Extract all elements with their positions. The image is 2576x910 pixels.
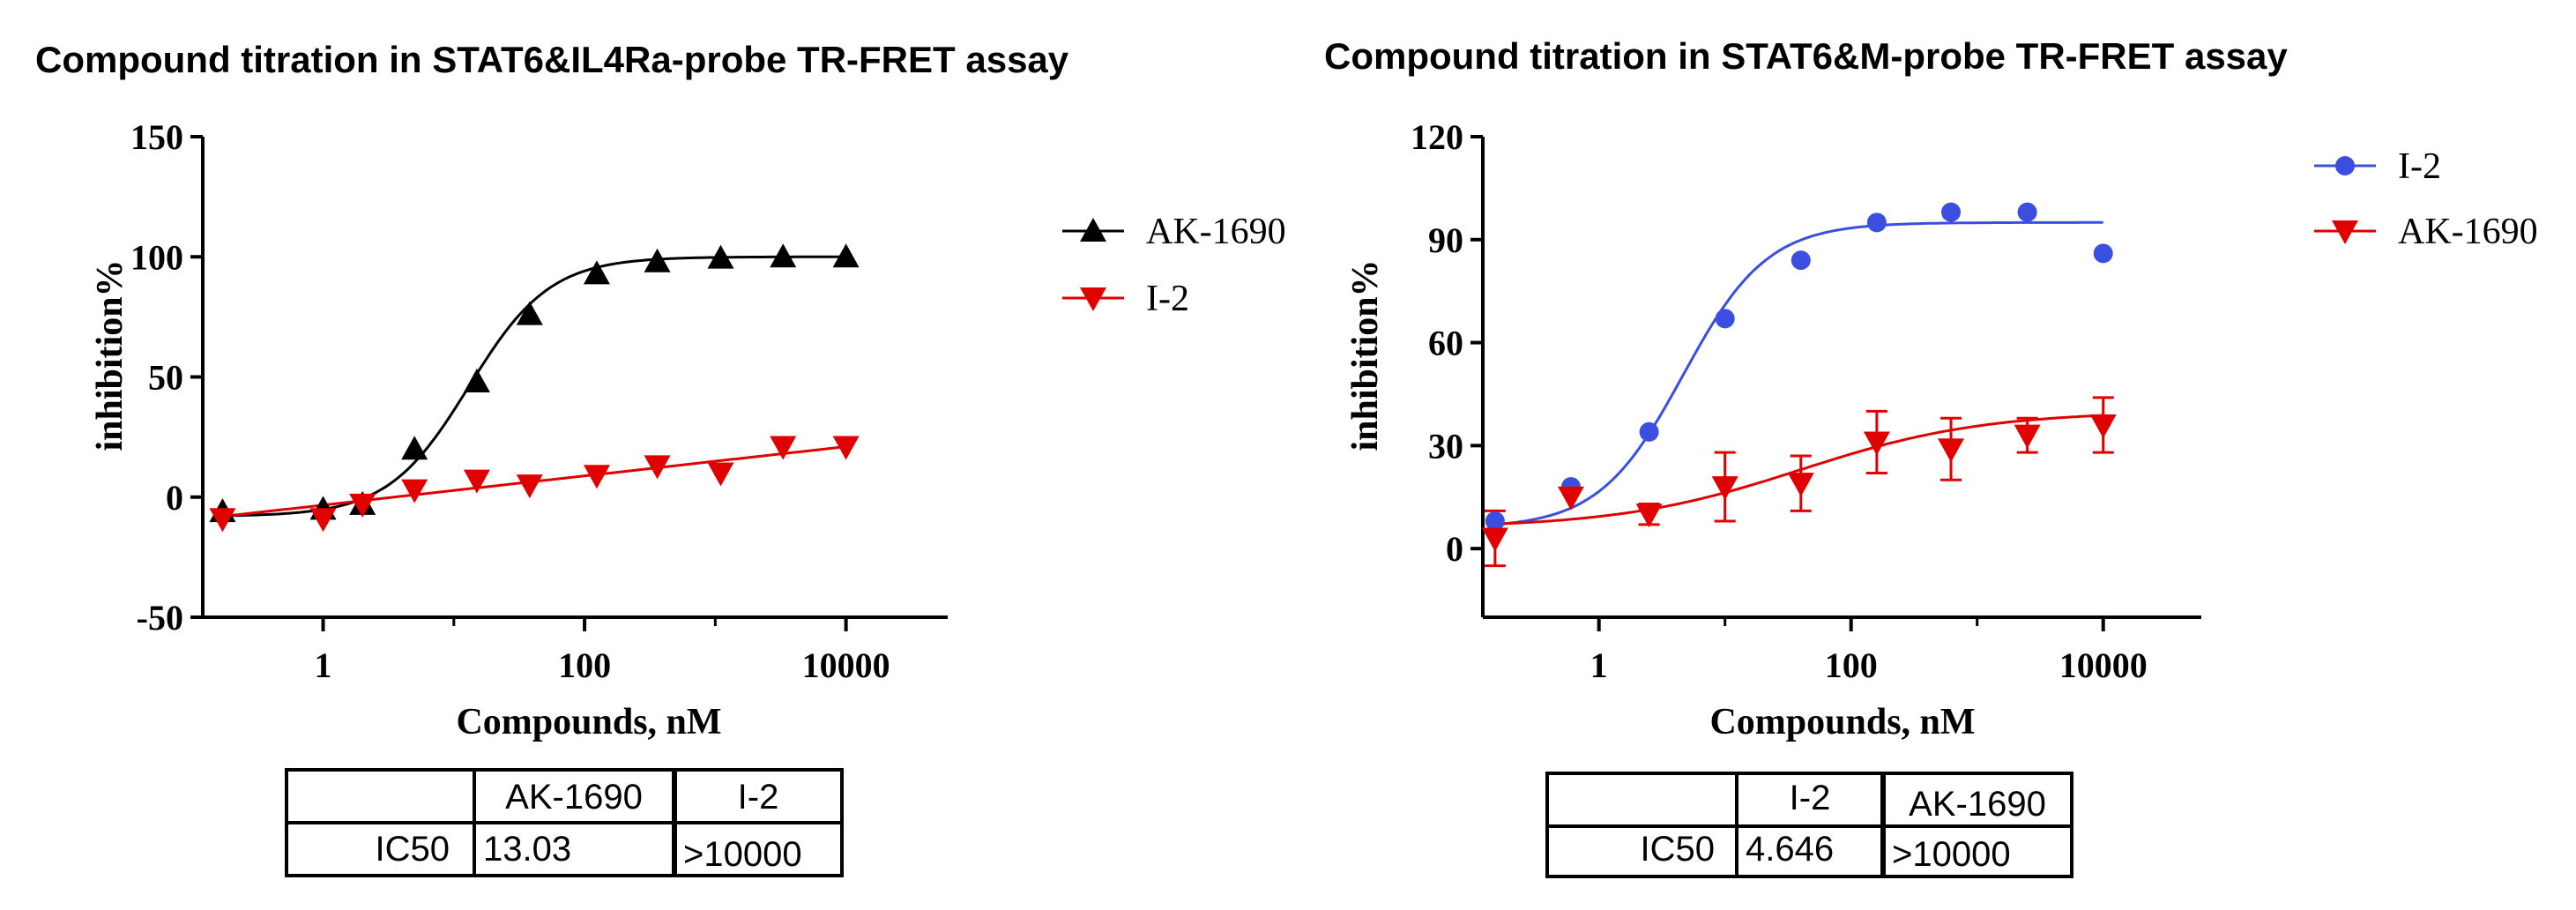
data-point bbox=[644, 455, 671, 480]
data-point bbox=[2093, 243, 2113, 264]
data-point bbox=[770, 436, 797, 460]
data-point bbox=[401, 436, 428, 460]
data-point bbox=[1639, 421, 1659, 442]
x-tick-label: 1 bbox=[1590, 645, 1608, 685]
data-point bbox=[1866, 213, 1887, 233]
axes bbox=[190, 135, 948, 631]
fit-curve-I-2 bbox=[1494, 220, 2103, 526]
data-point bbox=[1481, 527, 1508, 552]
data-point bbox=[583, 465, 610, 489]
data-point bbox=[707, 462, 734, 487]
table-header-cell: I-2 bbox=[1790, 779, 1831, 817]
y-tick-label: 100 bbox=[130, 237, 183, 277]
error-bars bbox=[1484, 396, 2114, 568]
data-point bbox=[1863, 431, 1890, 456]
data-points bbox=[209, 243, 860, 533]
table-header-cell: I-2 bbox=[738, 778, 779, 817]
table-row-label: IC50 bbox=[376, 830, 450, 869]
table-header-cell: AK-1690 bbox=[505, 778, 643, 817]
data-point bbox=[644, 248, 671, 272]
x-tick-labels: 1 100 10000 bbox=[1590, 645, 2148, 685]
data-point bbox=[516, 474, 543, 499]
legend-marker bbox=[1080, 218, 1106, 242]
y-tick-label: 150 bbox=[130, 117, 183, 157]
data-point bbox=[1635, 503, 1663, 528]
x-tick-label: 100 bbox=[1825, 645, 1878, 685]
data-point bbox=[349, 493, 376, 518]
table-cell: >10000 bbox=[683, 835, 802, 874]
data-point bbox=[309, 508, 337, 533]
y-axis-label: inhibition% bbox=[1345, 259, 1386, 451]
legend-label: AK-1690 bbox=[1146, 212, 1286, 252]
legend-marker bbox=[2332, 220, 2358, 244]
data-point bbox=[1787, 473, 1814, 497]
data-point bbox=[2017, 202, 2037, 222]
data-point bbox=[1938, 438, 1965, 463]
data-point bbox=[832, 436, 860, 460]
table-row-label: IC50 bbox=[1641, 830, 1716, 869]
data-point bbox=[463, 469, 490, 494]
legend-marker bbox=[2335, 156, 2355, 175]
ic50-table: I-2 AK-1690 IC50 4.646 >10000 bbox=[1545, 772, 2073, 878]
data-point bbox=[516, 301, 543, 325]
legend: I-2 AK-1690 bbox=[2314, 146, 2538, 252]
chart-title: Compound titration in STAT6&IL4Ra-probe … bbox=[35, 39, 1069, 80]
axes bbox=[1470, 135, 2201, 631]
y-tick-label: 60 bbox=[1428, 324, 1463, 363]
data-point bbox=[1791, 250, 1811, 271]
data-point bbox=[1941, 202, 1962, 222]
x-tick-label: 10000 bbox=[2059, 645, 2148, 685]
data-point bbox=[401, 479, 428, 503]
chart-right: Compound titration in STAT6&M-probe TR-F… bbox=[1324, 35, 2538, 878]
legend-label: AK-1690 bbox=[2398, 212, 2538, 252]
y-axis-label: inhibition% bbox=[90, 259, 130, 451]
legend-label: I-2 bbox=[1146, 279, 1189, 319]
data-point bbox=[583, 260, 610, 285]
fit-curve-AK-1690 bbox=[1494, 414, 2103, 526]
data-point bbox=[2089, 414, 2117, 438]
data-point bbox=[770, 243, 797, 268]
x-axis-label: Compounds, nM bbox=[1709, 702, 1975, 742]
chart-left: Compound titration in STAT6&IL4Ra-probe … bbox=[35, 39, 1286, 877]
y-tick-label: 90 bbox=[1428, 220, 1463, 260]
fit-curves bbox=[1494, 220, 2103, 526]
table-cell: 4.646 bbox=[1746, 830, 1834, 869]
table-header-cell: AK-1690 bbox=[1909, 785, 2046, 824]
data-point bbox=[832, 243, 860, 268]
y-tick-label: 0 bbox=[1446, 529, 1463, 569]
legend: AK-1690 I-2 bbox=[1062, 212, 1286, 319]
x-tick-labels: 1 100 10000 bbox=[315, 645, 890, 685]
legend-label: I-2 bbox=[2398, 146, 2441, 187]
table-cell: >10000 bbox=[1892, 835, 2011, 874]
data-point bbox=[463, 368, 490, 392]
y-tick-label: 120 bbox=[1411, 117, 1463, 157]
y-tick-labels: -50 0 50 100 150 bbox=[130, 117, 183, 638]
data-point bbox=[707, 244, 734, 269]
ic50-table: AK-1690 I-2 IC50 13.03 >10000 bbox=[285, 768, 844, 877]
x-tick-label: 1 bbox=[315, 645, 332, 685]
chart-title: Compound titration in STAT6&M-probe TR-F… bbox=[1324, 35, 2288, 77]
x-tick-label: 100 bbox=[558, 645, 611, 685]
y-tick-label: 50 bbox=[148, 358, 183, 398]
x-tick-label: 10000 bbox=[802, 645, 890, 685]
data-point bbox=[1711, 476, 1738, 501]
data-points bbox=[1481, 202, 2117, 552]
x-axis-label: Compounds, nM bbox=[456, 702, 721, 742]
y-tick-labels: 0 30 60 90 120 bbox=[1411, 117, 1463, 569]
y-tick-label: 30 bbox=[1428, 426, 1463, 466]
data-point bbox=[1715, 309, 1735, 329]
y-tick-label: 0 bbox=[166, 478, 183, 518]
data-point bbox=[1557, 486, 1584, 511]
y-tick-label: -50 bbox=[137, 598, 183, 638]
data-point bbox=[2014, 424, 2041, 449]
data-point bbox=[1485, 511, 1505, 531]
legend-marker bbox=[1080, 287, 1106, 311]
data-point bbox=[209, 508, 236, 533]
table-cell: 13.03 bbox=[483, 830, 571, 869]
